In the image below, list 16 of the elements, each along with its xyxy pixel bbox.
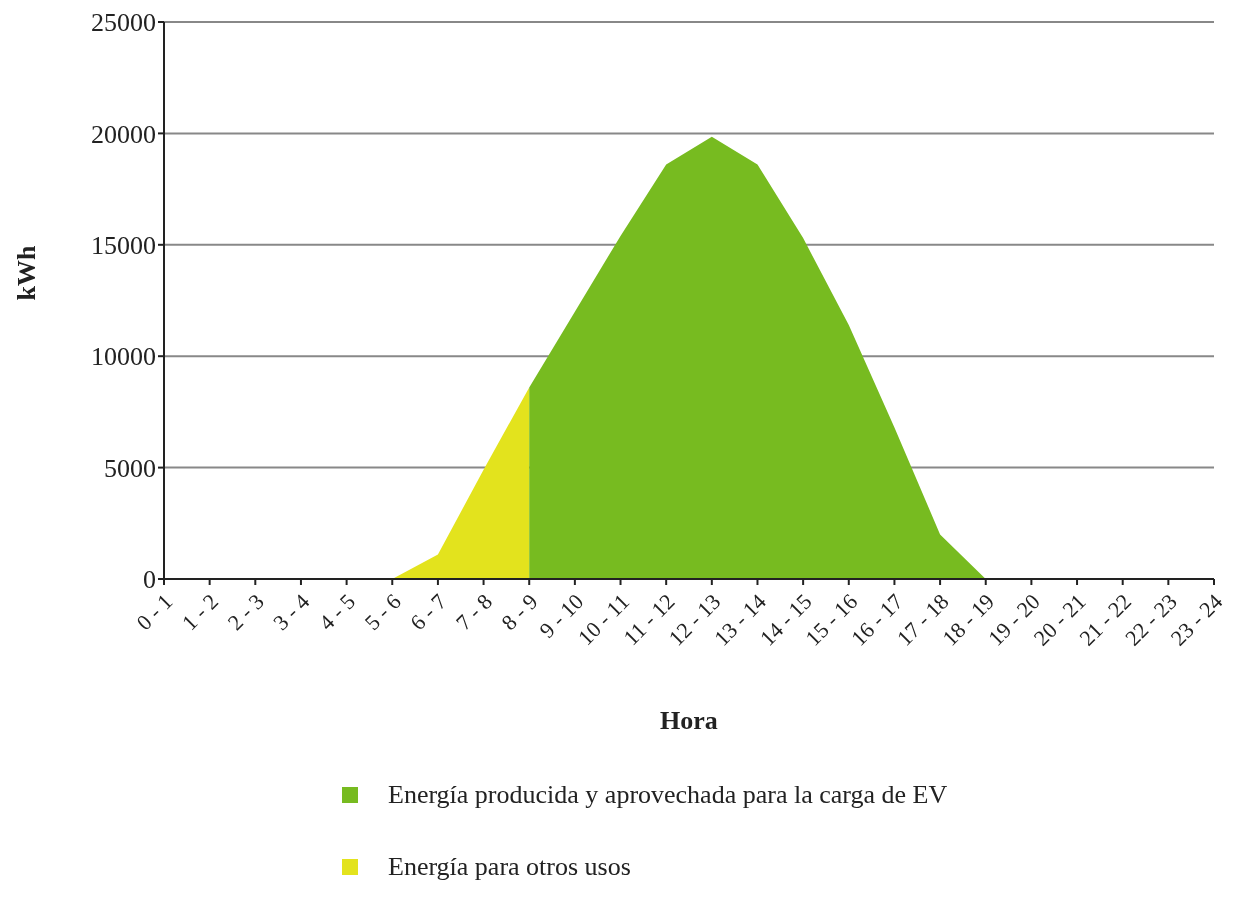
x-axis-title: Hora xyxy=(660,706,718,735)
x-tick-label: 7 - 8 xyxy=(450,588,497,635)
y-axis-title: kWh xyxy=(12,245,42,301)
y-tick-label: 15000 xyxy=(91,231,156,261)
x-tick-label: 1 - 2 xyxy=(176,588,224,635)
legend-label: Energía producida y aprovechada para la carga de EV xyxy=(388,780,948,810)
y-tick-label: 10000 xyxy=(91,342,156,372)
x-tick-label: 6 - 7 xyxy=(405,588,452,635)
y-tick-label: 5000 xyxy=(104,453,156,483)
x-tick-label: 2 - 3 xyxy=(222,588,269,635)
x-tick-label: 5 - 6 xyxy=(359,588,406,635)
x-tick-label: 4 - 5 xyxy=(313,588,361,635)
y-tick-label: 25000 xyxy=(91,8,156,38)
legend-label: Energía para otros usos xyxy=(388,852,631,882)
y-tick-label: 20000 xyxy=(91,119,156,149)
x-tick-label: 3 - 4 xyxy=(268,588,315,635)
